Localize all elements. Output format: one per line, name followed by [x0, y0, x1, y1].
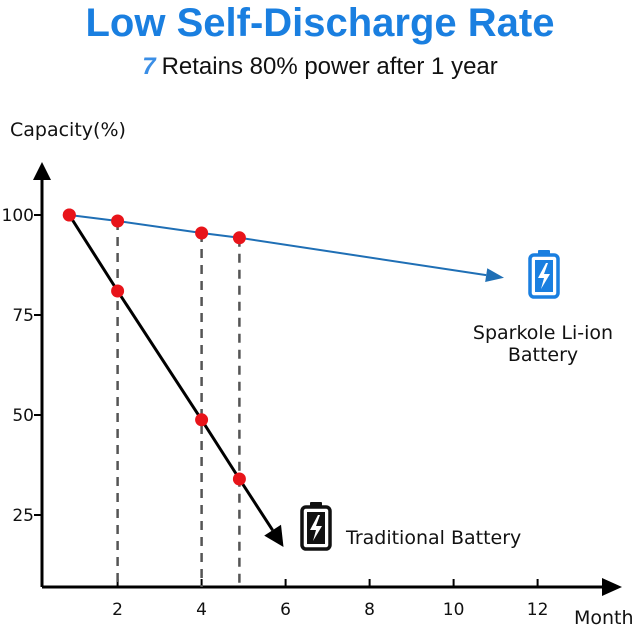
y-tick-label: 50: [12, 406, 34, 426]
y-tick-label: 25: [12, 506, 34, 526]
data-point: [195, 413, 209, 427]
lightning-bolt: [310, 515, 322, 541]
x-tick-label: 10: [443, 600, 465, 620]
li-ion-battery-icon: [528, 250, 560, 299]
data-point: [111, 214, 125, 228]
legend-label-li-ion: Sparkole Li-ion: [473, 322, 613, 344]
y-tick-label: 75: [12, 306, 34, 326]
x-tick-label: 4: [196, 600, 207, 620]
battery-body: [300, 505, 332, 551]
x-axis-label: Month: [574, 607, 634, 626]
data-point: [195, 226, 209, 240]
legend-label-li-ion: Battery: [508, 344, 578, 366]
battery-body: [528, 253, 560, 299]
data-point: [232, 472, 246, 486]
data-point: [111, 284, 125, 298]
bullet-icon: 7: [142, 53, 156, 80]
series-arrowhead-0: [485, 268, 504, 283]
series-arrowhead-1: [264, 524, 284, 547]
chart-title: Low Self-Discharge Rate: [85, 1, 555, 45]
traditional-battery-icon: [300, 502, 332, 551]
x-tick-label: 6: [280, 600, 291, 620]
subtitle-text: Retains 80% power after 1 year: [161, 53, 498, 80]
data-point: [62, 208, 76, 222]
legend-label-traditional: Traditional Battery: [345, 527, 521, 549]
lightning-bolt: [538, 263, 550, 289]
x-axis-arrow: [602, 578, 622, 596]
y-axis-arrow: [33, 162, 51, 180]
y-axis-label: Capacity(%): [10, 119, 126, 141]
x-tick-label: 2: [112, 600, 123, 620]
data-point: [232, 231, 246, 245]
x-tick-label: 12: [527, 600, 549, 620]
y-tick-label: 100: [2, 206, 34, 226]
chart-subtitle: 7 Retains 80% power after 1 year: [0, 52, 640, 82]
series-line-0: [69, 214, 487, 277]
x-tick-label: 8: [364, 600, 375, 620]
